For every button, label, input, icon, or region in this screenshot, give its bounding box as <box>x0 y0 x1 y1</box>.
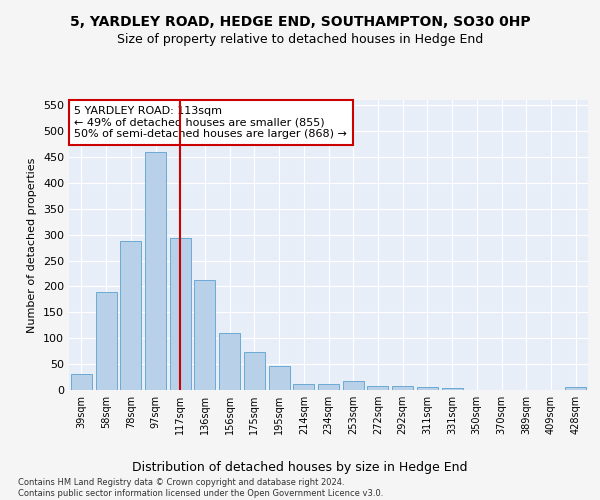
Text: Distribution of detached houses by size in Hedge End: Distribution of detached houses by size … <box>132 461 468 474</box>
Bar <box>392 386 413 390</box>
Bar <box>145 152 166 390</box>
Bar <box>417 388 438 390</box>
Bar <box>442 388 463 390</box>
Bar <box>244 352 265 390</box>
Bar <box>367 386 388 390</box>
Bar <box>293 384 314 390</box>
Bar <box>219 333 240 390</box>
Bar <box>565 388 586 390</box>
Bar <box>95 292 116 390</box>
Text: 5, YARDLEY ROAD, HEDGE END, SOUTHAMPTON, SO30 0HP: 5, YARDLEY ROAD, HEDGE END, SOUTHAMPTON,… <box>70 16 530 30</box>
Y-axis label: Number of detached properties: Number of detached properties <box>28 158 37 332</box>
Text: 5 YARDLEY ROAD: 113sqm
← 49% of detached houses are smaller (855)
50% of semi-de: 5 YARDLEY ROAD: 113sqm ← 49% of detached… <box>74 106 347 139</box>
Bar <box>120 241 141 390</box>
Bar <box>343 380 364 390</box>
Bar <box>269 366 290 390</box>
Bar <box>194 280 215 390</box>
Text: Contains HM Land Registry data © Crown copyright and database right 2024.
Contai: Contains HM Land Registry data © Crown c… <box>18 478 383 498</box>
Text: Size of property relative to detached houses in Hedge End: Size of property relative to detached ho… <box>117 34 483 46</box>
Bar <box>170 238 191 390</box>
Bar <box>71 374 92 390</box>
Bar <box>318 384 339 390</box>
